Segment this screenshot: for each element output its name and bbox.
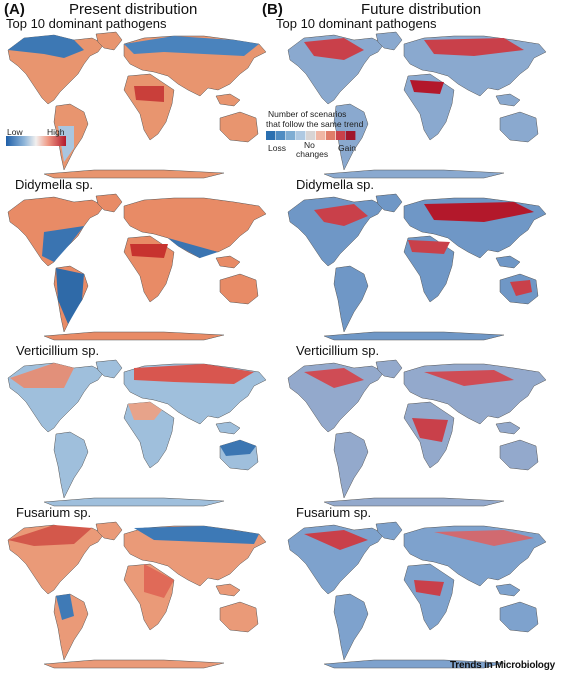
legend-future-swatch	[266, 131, 276, 140]
map-future-fusarium	[284, 520, 554, 670]
legend-present-gradient	[6, 136, 66, 146]
row4-left-label: Fusarium sp.	[16, 505, 92, 520]
panel-a-title: Present distribution	[69, 1, 198, 18]
legend-future-swatch	[346, 131, 356, 140]
legend-loss: Loss	[268, 143, 286, 153]
legend-future-swatch	[286, 131, 296, 140]
legend-high: High	[47, 127, 65, 137]
legend-future-title-2: that follow the same trend	[266, 119, 364, 129]
journal-footer: Trends in Microbiology	[449, 660, 555, 671]
legend-future-swatch	[316, 131, 326, 140]
panel-a-letter: (A)	[4, 1, 25, 18]
map-future-verticillium	[284, 358, 554, 508]
legend-future-swatch	[336, 131, 346, 140]
row4-right-label: Fusarium sp.	[296, 505, 372, 520]
legend-future-swatch	[306, 131, 316, 140]
legend-future-swatch	[296, 131, 306, 140]
legend-future-swatch	[326, 131, 336, 140]
map-present-fusarium	[4, 520, 274, 670]
panel-b-title: Future distribution	[361, 1, 482, 18]
legend-no-changes-2: changes	[296, 149, 329, 159]
row1-right-label: Top 10 dominant pathogens	[276, 16, 437, 31]
map-present-top10	[4, 30, 274, 180]
legend-future-swatch	[276, 131, 286, 140]
row2-left-label: Didymella sp.	[15, 177, 94, 192]
row3-left-label: Verticillium sp.	[16, 343, 100, 358]
legend-low: Low	[7, 127, 23, 137]
map-future-top10	[284, 30, 554, 180]
map-future-didymella	[284, 192, 554, 342]
map-present-didymella	[4, 192, 274, 342]
row3-right-label: Verticillium sp.	[296, 343, 380, 358]
legend-future-swatches	[266, 131, 356, 140]
panel-b-letter: (B)	[262, 1, 283, 18]
row1-left-label: Top 10 dominant pathogens	[6, 16, 167, 31]
legend-no-changes-1: No	[304, 140, 315, 150]
row2-right-label: Didymella sp.	[296, 177, 375, 192]
legend-future-title-1: Number of scenarios	[268, 109, 347, 119]
legend-gain: Gain	[338, 143, 356, 153]
map-present-verticillium	[4, 358, 274, 508]
